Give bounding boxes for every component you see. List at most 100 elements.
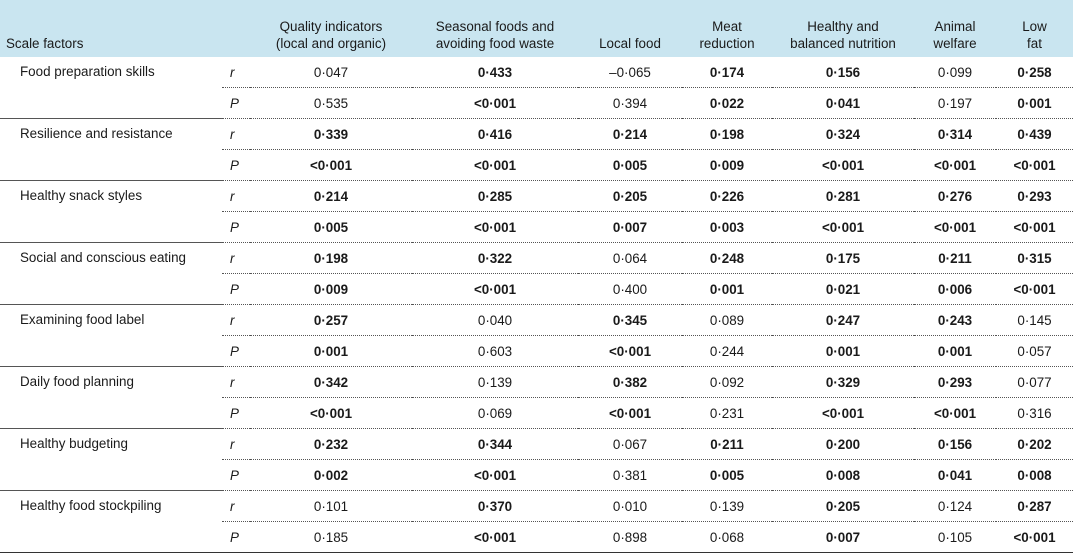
cell-value: 0·139: [412, 366, 578, 398]
cell-value: 0·248: [682, 242, 772, 274]
cell-value: 0·344: [412, 428, 578, 460]
cell-value: 0·197: [914, 87, 996, 119]
cell-value: 0·040: [412, 304, 578, 336]
cell-value: 0·281: [772, 180, 914, 212]
table-row: Daily food planning r 0·342 0·139 0·382 0·092…: [0, 366, 1073, 429]
stat-label-r: r: [222, 118, 250, 150]
cell-value: 0·324: [772, 118, 914, 150]
cell-value: 0·041: [914, 459, 996, 491]
table-header: Scale factors Quality indicators (local a…: [0, 0, 1073, 57]
table-row: P <0·001 <0·001 0·005 0·009 <0·001 <0·001 <0·00…: [0, 149, 1073, 181]
cell-value: 0·089: [682, 304, 772, 336]
cell-value: 0·231: [682, 397, 772, 429]
cell-value: 0·067: [578, 428, 682, 460]
table-row: Social and conscious eating r 0·198 0·322 0·…: [0, 242, 1073, 305]
table-row: P 0·535 <0·001 0·394 0·022 0·041 0·197 0·001: [0, 87, 1073, 119]
cell-value: 0·898: [578, 521, 682, 553]
cell-value: 0·381: [578, 459, 682, 491]
cell-value: 0·205: [772, 490, 914, 522]
cell-value: 0·200: [772, 428, 914, 460]
header-quality-indicators: Quality indicators (local and organic): [250, 0, 412, 57]
cell-value: 0·092: [682, 366, 772, 398]
table-row: P 0·001 0·603 <0·001 0·244 0·001 0·001 0·057: [0, 335, 1073, 367]
scale-factor-label: Examining food label: [0, 304, 222, 367]
header-line: Low: [1022, 19, 1047, 34]
cell-value: <0·001: [412, 211, 578, 243]
cell-value: 0·041: [772, 87, 914, 119]
cell-value: <0·001: [412, 273, 578, 305]
table-row: Healthy food stockpiling r 0·101 0·370 0·010…: [0, 490, 1073, 553]
header-line: reduction: [699, 36, 755, 51]
table-row: Examining food label r 0·257 0·040 0·345 0·08…: [0, 304, 1073, 367]
cell-value: 0·439: [996, 118, 1073, 150]
cell-value: 0·099: [914, 57, 996, 88]
cell-value: 0·382: [578, 366, 682, 398]
cell-value: <0·001: [996, 149, 1073, 181]
header-line: Local food: [599, 36, 661, 51]
cell-value: 0·339: [250, 118, 412, 150]
cell-value: 0·370: [412, 490, 578, 522]
header-local-food: Local food: [578, 0, 682, 57]
table-body: Food preparation skills r 0·047 0·433 –0·065…: [0, 57, 1073, 553]
cell-value: 0·316: [996, 397, 1073, 429]
cell-value: <0·001: [578, 397, 682, 429]
cell-value: <0·001: [412, 149, 578, 181]
header-line: welfare: [933, 36, 977, 51]
cell-value: <0·001: [250, 149, 412, 181]
cell-value: 0·005: [250, 211, 412, 243]
cell-value: 0·008: [772, 459, 914, 491]
cell-value: 0·276: [914, 180, 996, 212]
stat-label-r: r: [222, 180, 250, 212]
scale-factor-label: Social and conscious eating: [0, 242, 222, 305]
cell-value: 0·322: [412, 242, 578, 274]
cell-value: 0·007: [772, 521, 914, 553]
cell-value: –0·065: [578, 57, 682, 88]
cell-value: 0·077: [996, 366, 1073, 398]
scale-factor-label: Food preparation skills: [0, 57, 222, 119]
cell-value: 0·145: [996, 304, 1073, 336]
cell-value: <0·001: [250, 397, 412, 429]
header-meat-reduction: Meat reduction: [682, 0, 772, 57]
cell-value: 0·287: [996, 490, 1073, 522]
stat-label-p: P: [222, 87, 250, 119]
cell-value: 0·214: [578, 118, 682, 150]
table-row: P <0·001 0·069 <0·001 0·231 <0·001 <0·001 0·316: [0, 397, 1073, 429]
header-line: fat: [1027, 36, 1042, 51]
cell-value: 0·315: [996, 242, 1073, 274]
cell-value: 0·211: [682, 428, 772, 460]
cell-value: 0·243: [914, 304, 996, 336]
cell-value: <0·001: [412, 87, 578, 119]
cell-value: 0·400: [578, 273, 682, 305]
cell-value: 0·342: [250, 366, 412, 398]
cell-value: 0·001: [250, 335, 412, 367]
cell-value: <0·001: [412, 459, 578, 491]
table-row: Healthy budgeting r 0·232 0·344 0·067 0·211 0·…: [0, 428, 1073, 491]
cell-value: 0·139: [682, 490, 772, 522]
table-row: P 0·002 <0·001 0·381 0·005 0·008 0·041 0·008: [0, 459, 1073, 491]
cell-value: 0·105: [914, 521, 996, 553]
stat-label-p: P: [222, 335, 250, 367]
cell-value: 0·244: [682, 335, 772, 367]
cell-value: 0·124: [914, 490, 996, 522]
cell-value: 0·068: [682, 521, 772, 553]
table-row: Healthy snack styles r 0·214 0·285 0·205 0·22…: [0, 180, 1073, 243]
cell-value: 0·003: [682, 211, 772, 243]
cell-value: <0·001: [996, 273, 1073, 305]
header-line: Healthy and: [807, 19, 879, 34]
cell-value: <0·001: [412, 521, 578, 553]
header-line: (local and organic): [275, 36, 387, 51]
cell-value: 0·005: [682, 459, 772, 491]
cell-value: 0·285: [412, 180, 578, 212]
cell-value: 0·258: [996, 57, 1073, 88]
stat-label-r: r: [222, 57, 250, 88]
cell-value: <0·001: [772, 397, 914, 429]
cell-value: 0·022: [682, 87, 772, 119]
cell-value: <0·001: [996, 211, 1073, 243]
cell-value: 0·293: [996, 180, 1073, 212]
stat-label-p: P: [222, 459, 250, 491]
cell-value: 0·394: [578, 87, 682, 119]
cell-value: <0·001: [914, 149, 996, 181]
scale-factor-label: Healthy food stockpiling: [0, 490, 222, 553]
cell-value: 0·205: [578, 180, 682, 212]
header-animal-welfare: Animal welfare: [914, 0, 996, 57]
